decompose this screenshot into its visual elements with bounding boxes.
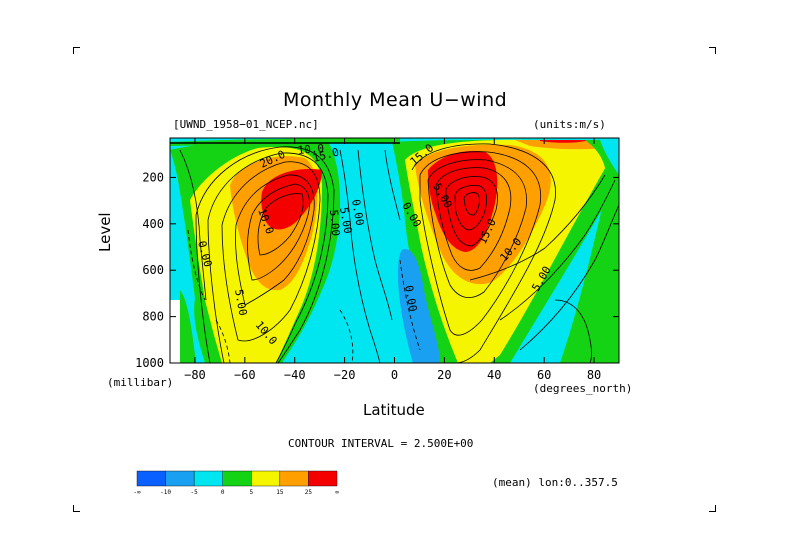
contour-label: 5.00 (337, 206, 354, 234)
y-tick-label: 800 (142, 310, 164, 324)
units-label: (units:m/s) (533, 118, 606, 131)
x-axis-title: Latitude (363, 401, 425, 419)
legend-label: -5 (191, 489, 199, 496)
legend-label: -∞ (133, 489, 141, 496)
corner-mark-bottom-right (709, 505, 716, 512)
contour-label: 0.00 (349, 198, 366, 226)
contour-fill-layer (170, 138, 619, 363)
corner-mark-bottom-left (73, 505, 80, 512)
y-tick-label: 400 (142, 217, 164, 231)
y-tick-label: 1000 (135, 356, 164, 370)
legend-swatch (251, 470, 281, 487)
legend-swatch (136, 470, 166, 487)
contour-label: 5.00 (327, 209, 342, 237)
y-tick-label: 600 (142, 263, 164, 277)
x-tick-label: −20 (334, 368, 356, 382)
legend-label: 5 (249, 489, 253, 496)
legend-swatch (193, 470, 223, 487)
x-axis-ticks: −80 −60 −40 −20 0 20 40 60 80 (184, 138, 601, 382)
y-tick-label: 200 (142, 170, 164, 184)
y-axis-ticks: 200 400 600 800 1000 (135, 170, 619, 370)
color-legend: -∞ -10 -5 0 5 15 25 ∞ (133, 470, 339, 496)
legend-label: 0 (221, 489, 225, 496)
contour-label: 0.00 (402, 284, 419, 312)
legend-swatch (165, 470, 195, 487)
x-tick-label: 40 (487, 368, 501, 382)
legend-swatch (279, 470, 309, 487)
x-tick-label: −60 (234, 368, 256, 382)
x-tick-label: 20 (437, 368, 451, 382)
legend-label: 15 (276, 489, 284, 496)
x-tick-label: −40 (284, 368, 306, 382)
x-tick-label: −80 (184, 368, 206, 382)
chart-title: Monthly Mean U−wind (283, 89, 508, 111)
contour-lines (170, 142, 619, 363)
y-axis-title: Level (96, 212, 114, 252)
legend-label: -10 (160, 489, 171, 496)
legend-swatch (308, 470, 338, 487)
mean-label: (mean) lon:0..357.5 (492, 476, 618, 489)
contour-label: 10.0 (297, 142, 325, 157)
x-tick-label: 60 (537, 368, 551, 382)
legend-swatch (222, 470, 252, 487)
x-tick-label: 80 (587, 368, 601, 382)
contour-interval-label: CONTOUR INTERVAL = 2.500E+00 (288, 437, 474, 450)
legend-label: ∞ (335, 489, 339, 496)
legend-label: 25 (305, 489, 313, 496)
x-units-label: (degrees_north) (533, 382, 633, 395)
contour-label: 5.00 (232, 288, 249, 316)
corner-mark-top-left (73, 47, 80, 54)
file-label: [UWND_1958−01_NCEP.nc] (173, 118, 319, 131)
x-tick-label: 0 (391, 368, 398, 382)
corner-mark-top-right (709, 47, 716, 54)
y-units-label: (millibar) (107, 376, 174, 389)
